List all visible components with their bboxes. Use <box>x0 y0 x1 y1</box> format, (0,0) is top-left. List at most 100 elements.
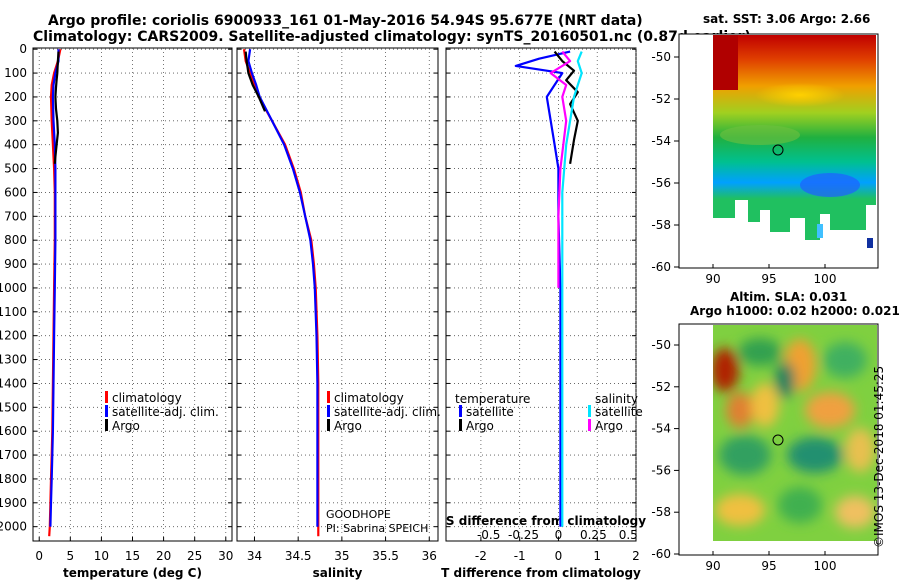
secondary-x-tick-label: 0.5 <box>619 528 638 542</box>
map-x-tick-label: 100 <box>814 559 837 573</box>
map-y-tick-label: -60 <box>651 260 671 274</box>
legend-swatch <box>459 405 462 417</box>
difference-panel: -2 -1 0 1 2 T difference from climatology -0.5… <box>441 47 646 580</box>
secondary-xlabel: S difference from climatology <box>446 514 646 528</box>
legend-swatch <box>327 405 330 417</box>
x-tick-label: 35 <box>334 549 349 563</box>
x-tick-label: 25 <box>187 549 202 563</box>
legend-swatch <box>459 419 462 431</box>
legend-label: climatology <box>112 391 182 405</box>
x-tick-label: 20 <box>156 549 171 563</box>
legend-label: Argo <box>112 419 140 433</box>
y-tick-label: 1400 <box>0 376 27 390</box>
series-s-satellite <box>561 51 583 527</box>
imos-watermark: ©IMOS 13-Dec-2018 01:45:25 <box>872 365 886 548</box>
temperature-xlabel: temperature (deg C) <box>63 566 202 580</box>
legend-swatch <box>105 419 108 431</box>
map-y-tick-label: -54 <box>651 422 671 436</box>
y-tick-label: 600 <box>4 185 27 199</box>
series-satellite-adj-clim- <box>49 49 60 527</box>
secondary-x-tick-label: 0.25 <box>580 528 607 542</box>
legend-label: Argo <box>595 419 623 433</box>
legend-label: satellite <box>595 405 643 419</box>
legend-swatch <box>327 419 330 431</box>
x-tick-label: 5 <box>66 549 74 563</box>
legend-swatch <box>327 391 330 403</box>
differences-frame <box>445 47 637 542</box>
y-tick-label: 1700 <box>0 448 27 462</box>
map-y-tick-label: -52 <box>651 380 671 394</box>
salinity-annotation: PI: Sabrina SPEICH <box>326 522 428 535</box>
map-y-tick-label: -54 <box>651 134 671 148</box>
legend-title-temperature: temperature <box>455 392 530 406</box>
map-x-tick-label: 90 <box>705 272 720 286</box>
series-argo <box>53 51 60 164</box>
sst-map <box>678 33 879 269</box>
series-argo <box>244 51 267 112</box>
salinity-panel: 34 34.5 35 35.5 36 salinity climatologysatelli… <box>236 47 441 580</box>
y-tick-label: 1900 <box>0 496 27 510</box>
y-tick-label: 700 <box>4 209 27 223</box>
legend-label: satellite <box>466 405 514 419</box>
x-tick-label: -2 <box>475 549 487 563</box>
y-tick-label: 800 <box>4 233 27 247</box>
x-tick-label: -1 <box>514 549 526 563</box>
map-y-tick-label: -56 <box>651 176 671 190</box>
series-satellite-adj-clim- <box>247 49 319 527</box>
x-tick-label: 34 <box>247 549 262 563</box>
legend-label: Argo <box>466 419 494 433</box>
secondary-x-tick-label: -0.5 <box>477 528 500 542</box>
y-tick-label: 200 <box>4 90 27 104</box>
salinity-frame <box>236 47 439 542</box>
map-y-tick-label: -58 <box>651 218 671 232</box>
legend-title-salinity: salinity <box>595 392 638 406</box>
y-tick-label: 1300 <box>0 353 27 367</box>
legend-label: climatology <box>334 391 404 405</box>
map-y-tick-label: -58 <box>651 505 671 519</box>
map-x-tick-label: 100 <box>814 272 837 286</box>
sla-map-subtitle: Argo h1000: 0.02 h2000: 0.021 <box>690 304 900 318</box>
map-x-tick-label: 95 <box>761 272 776 286</box>
y-tick-label: 100 <box>4 66 27 80</box>
y-tick-label: 400 <box>4 138 27 152</box>
x-tick-label: 15 <box>125 549 140 563</box>
sst-map-title: sat. SST: 3.06 Argo: 2.66 <box>703 12 871 26</box>
x-tick-label: 35.5 <box>372 549 399 563</box>
legend-label: satellite-adj. clim. <box>112 405 219 419</box>
map-x-tick-label: 90 <box>705 559 720 573</box>
map-y-tick-label: -50 <box>651 50 671 64</box>
sla-map-title: Altim. SLA: 0.031 <box>730 290 848 304</box>
secondary-x-tick-label: 0 <box>555 528 563 542</box>
map-y-tick-label: -52 <box>651 92 671 106</box>
sla-map-axes: 90 95 100 -50 -52 -54 -56 -58 -60 <box>651 338 836 573</box>
salinity-xlabel: salinity <box>313 566 363 580</box>
temperature-panel: 0100200300400500600700800900100011001200… <box>0 42 233 580</box>
y-tick-label: 1600 <box>0 424 27 438</box>
y-tick-label: 1000 <box>0 281 27 295</box>
legend-swatch <box>105 405 108 417</box>
sla-map <box>678 323 879 556</box>
series-s-argo <box>549 50 572 288</box>
map-y-tick-label: -60 <box>651 547 671 561</box>
x-tick-label: 0 <box>35 549 43 563</box>
y-tick-label: 500 <box>4 162 27 176</box>
salinity-annotation: GOODHOPE <box>326 508 391 521</box>
title-line2: Climatology: CARS2009. Satellite-adjuste… <box>33 29 751 45</box>
differences-xlabel: T difference from climatology <box>441 566 641 580</box>
legend-swatch <box>588 419 591 431</box>
x-tick-label: 1 <box>593 549 601 563</box>
y-tick-label: 300 <box>4 114 27 128</box>
temperature-frame <box>32 47 233 542</box>
y-tick-label: 900 <box>4 257 27 271</box>
legend-swatch <box>588 405 591 417</box>
y-tick-label: 1500 <box>0 400 27 414</box>
map-y-tick-label: -50 <box>651 338 671 352</box>
x-tick-label: 10 <box>94 549 109 563</box>
legend-label: Argo <box>334 419 362 433</box>
y-tick-label: 1200 <box>0 329 27 343</box>
x-tick-label: 0 <box>555 549 563 563</box>
map-y-tick-label: -56 <box>651 463 671 477</box>
y-tick-label: 0 <box>19 42 27 56</box>
series-t-satellite <box>514 50 571 527</box>
